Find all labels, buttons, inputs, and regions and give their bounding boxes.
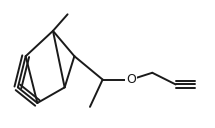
Text: O: O (126, 73, 136, 86)
